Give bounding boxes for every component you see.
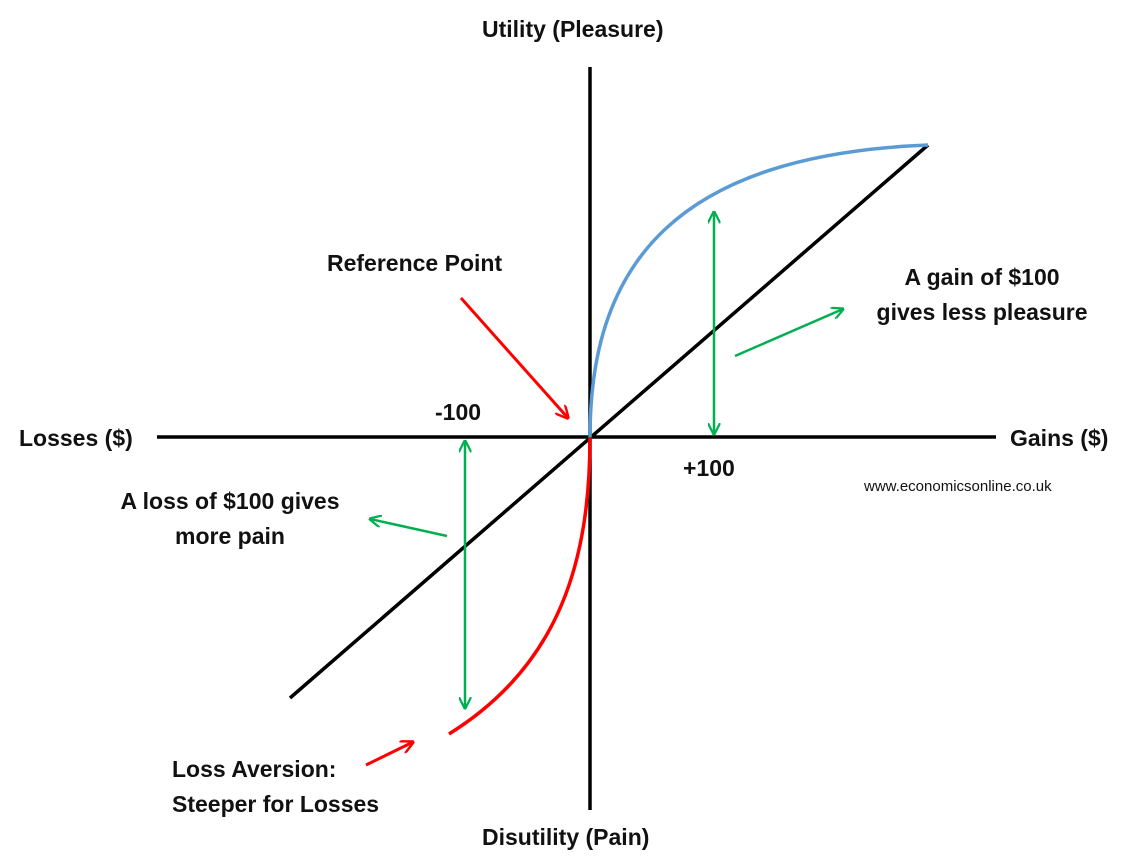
loss-aversion-arrow — [365, 742, 413, 767]
loss-curve — [448, 436, 592, 736]
x-axis-left-label: Losses ($) — [19, 425, 133, 451]
loss-aversion-line-1: Loss Aversion: — [172, 756, 337, 782]
loss-aversion-line-2: Steeper for Losses — [172, 791, 380, 817]
linear-line — [288, 143, 930, 700]
loss-annotation-line-2: more pain — [175, 523, 285, 549]
loss-annotation: A loss of $100 gives more pain — [100, 484, 360, 554]
x-axis-right-label: Gains ($) — [1010, 425, 1109, 451]
tick-neg-100: -100 — [435, 399, 482, 425]
loss-aversion-annotation: Loss Aversion: Steeper for Losses — [172, 752, 379, 822]
gain-annotation-line-2: gives less pleasure — [876, 299, 1088, 325]
y-axis-top-label: Utility (Pleasure) — [482, 16, 664, 42]
gain-pointer-arrow — [734, 309, 843, 358]
gain-curve — [588, 143, 929, 438]
gain-annotation: A gain of $100 gives less pleasure — [862, 260, 1102, 330]
tick-pos-100: +100 — [683, 455, 735, 481]
loss-pointer-arrow — [370, 519, 448, 538]
reference-point-arrow — [459, 297, 568, 418]
reference-point-label: Reference Point — [327, 250, 503, 276]
loss-annotation-line-1: A loss of $100 gives — [120, 488, 340, 514]
gain-annotation-line-1: A gain of $100 — [904, 264, 1060, 290]
y-axis-bottom-label: Disutility (Pain) — [482, 824, 650, 850]
source-url: www.economicsonline.co.uk — [864, 478, 1052, 495]
